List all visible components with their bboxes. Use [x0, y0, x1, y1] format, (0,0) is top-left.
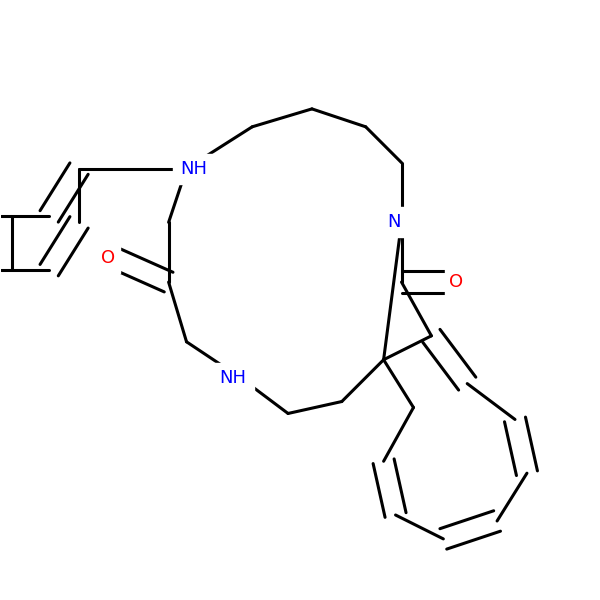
Text: O: O	[101, 249, 115, 267]
Text: N: N	[388, 214, 401, 232]
Text: NH: NH	[220, 368, 247, 386]
Bar	[382, 208, 406, 237]
Text: NH: NH	[180, 160, 207, 178]
Text: O: O	[449, 273, 464, 291]
Bar	[445, 267, 469, 297]
Bar	[173, 154, 215, 184]
Bar	[212, 363, 254, 392]
Bar	[96, 243, 119, 273]
